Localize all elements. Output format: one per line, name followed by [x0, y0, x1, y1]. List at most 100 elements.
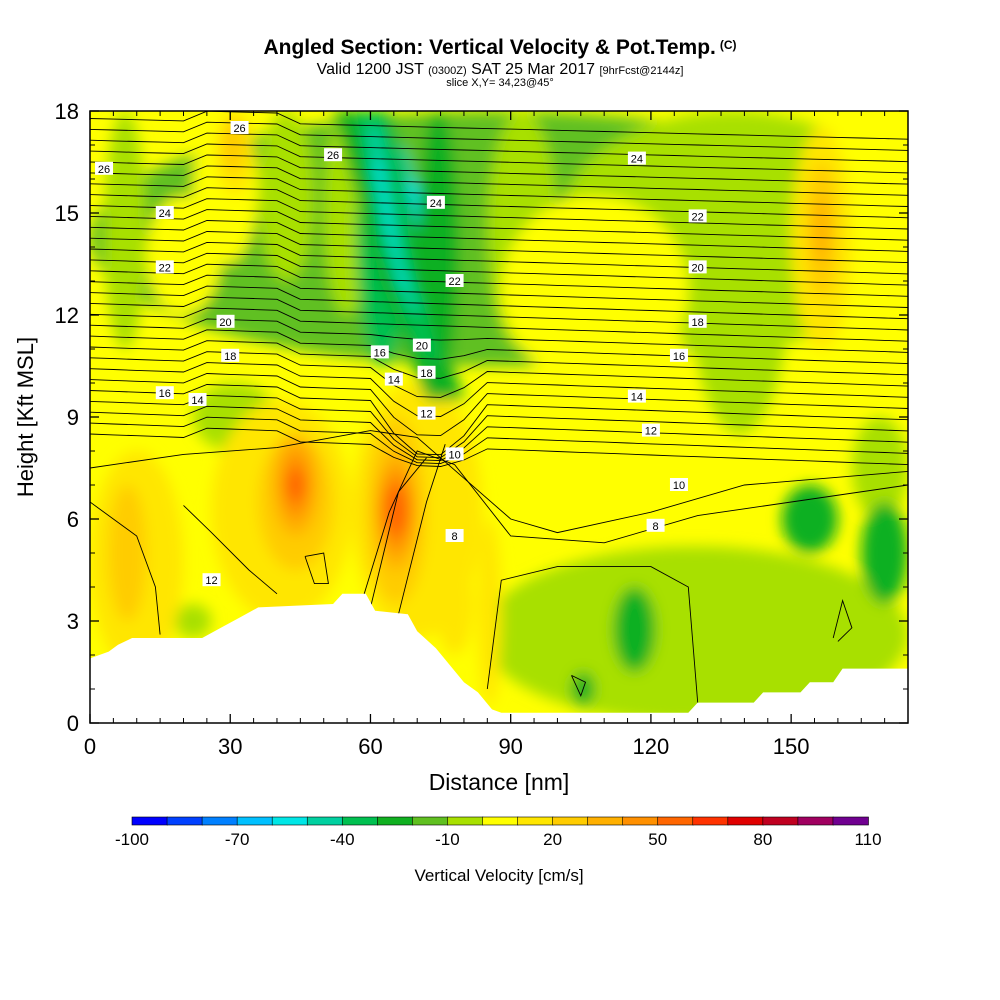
svg-text:8: 8	[653, 521, 659, 533]
contour-label: 14	[188, 393, 207, 407]
svg-text:26: 26	[98, 164, 110, 176]
chart-title: Angled Section: Vertical Velocity & Pot.…	[263, 36, 737, 59]
svg-text:18: 18	[692, 317, 704, 329]
contour-label: 14	[627, 389, 646, 404]
svg-text:14: 14	[631, 392, 643, 404]
contour-label: 16	[669, 348, 688, 363]
contour-label: 16	[155, 386, 174, 400]
contour-label: 10	[445, 447, 464, 461]
svg-text:12: 12	[205, 575, 217, 587]
colorbar-swatch	[412, 816, 449, 826]
colorbar-tick-label: -100	[115, 830, 149, 849]
contour-label: 16	[370, 345, 389, 359]
contour-label: 10	[669, 478, 688, 492]
y-tick-label: 9	[67, 405, 79, 430]
colorbar-swatch	[692, 816, 729, 826]
x-axis: 0 30 60 90 120 150	[84, 111, 886, 759]
colorbar-tick-label: -70	[225, 830, 250, 849]
svg-text:22: 22	[159, 262, 171, 274]
x-tick-label: 0	[84, 734, 96, 759]
terrain	[90, 593, 908, 723]
colorbar-swatch	[832, 816, 869, 826]
colorbar-swatch	[587, 816, 624, 826]
svg-text:24: 24	[631, 154, 643, 166]
y-axis: 0 3 6 9 12 15 18	[55, 99, 908, 736]
contour-label: 14	[384, 372, 403, 387]
svg-text:12: 12	[645, 426, 657, 438]
potential-temperature-contours	[90, 111, 908, 703]
x-tick-label: 150	[773, 734, 810, 759]
y-tick-label: 3	[67, 609, 79, 634]
contour-label: 12	[202, 573, 221, 587]
colorbar-swatch	[552, 816, 589, 826]
svg-text:8: 8	[452, 531, 458, 543]
contour-label: 18	[221, 348, 240, 363]
x-tick-label: 60	[358, 734, 382, 759]
y-tick-label: 15	[55, 201, 79, 226]
contour-label: 20	[412, 338, 431, 353]
svg-text:20: 20	[692, 262, 704, 274]
svg-text:20: 20	[219, 317, 231, 329]
x-axis-label: Distance [nm]	[429, 769, 570, 795]
y-axis-label: Height [Kft MSL]	[13, 337, 38, 497]
contour-label: 24	[627, 151, 646, 166]
contour-label: 18	[417, 365, 436, 380]
svg-text:18: 18	[224, 351, 236, 363]
colorbar-tick-label: -40	[330, 830, 355, 849]
colorbar-swatch	[236, 816, 273, 826]
colorbar-swatch	[622, 816, 659, 826]
contour-label: 26	[324, 148, 343, 162]
colorbar-tick-label: 80	[753, 830, 772, 849]
x-tick-label: 120	[633, 734, 670, 759]
colorbar-swatch	[201, 816, 238, 826]
chart-subtitle: Valid 1200 JST (0300Z) SAT 25 Mar 2017 […	[316, 61, 684, 78]
contour-label: 26	[95, 161, 114, 176]
slice-info: slice X,Y= 34,23@45°	[446, 77, 554, 89]
svg-text:26: 26	[233, 123, 245, 135]
svg-text:22: 22	[448, 276, 460, 288]
y-tick-label: 12	[55, 303, 79, 328]
contour-label: 18	[688, 314, 707, 329]
svg-text:24: 24	[430, 198, 442, 210]
svg-text:26: 26	[327, 150, 339, 162]
colorbar-tick-label: 50	[648, 830, 667, 849]
contour-label: 8	[646, 518, 665, 533]
colorbar-swatch	[447, 816, 484, 826]
svg-text:20: 20	[416, 341, 428, 353]
y-tick-label: 18	[55, 99, 79, 124]
colorbar-swatch	[306, 816, 344, 826]
colorbar-swatch	[517, 816, 554, 826]
contour-label: 22	[445, 274, 464, 288]
y-tick-label: 0	[67, 711, 79, 736]
svg-text:16: 16	[159, 388, 171, 400]
colorbar-swatch	[131, 816, 168, 826]
contour-label: 8	[445, 529, 464, 543]
colorbar-tick-label: 20	[543, 830, 562, 849]
y-tick-label: 6	[67, 507, 79, 532]
colorbar-tick-label: -10	[435, 830, 460, 849]
colorbar-swatch	[271, 816, 309, 826]
svg-text:10: 10	[673, 480, 685, 492]
colorbar-swatch	[377, 816, 414, 826]
colorbar-tick-label: 110	[854, 830, 881, 849]
contour-label: 12	[417, 406, 436, 421]
svg-text:16: 16	[673, 351, 685, 363]
colorbar-swatch	[657, 816, 694, 826]
colorbar: -100 -70 -40 -10 20 50 80 110	[115, 816, 882, 849]
svg-text:12: 12	[420, 409, 432, 421]
svg-text:14: 14	[191, 395, 203, 407]
contour-label: 12	[641, 423, 660, 438]
svg-text:14: 14	[388, 375, 400, 387]
contour-label: 22	[155, 260, 174, 274]
svg-text:24: 24	[159, 208, 171, 220]
x-tick-label: 90	[498, 734, 522, 759]
contour-label: 24	[426, 195, 445, 210]
colorbar-swatch	[166, 816, 203, 826]
svg-text:18: 18	[420, 368, 432, 380]
colorbar-label: Vertical Velocity [cm/s]	[414, 866, 583, 885]
svg-text:10: 10	[448, 449, 460, 461]
potential-temperature-labels: 26 26 26 24 24 24 22 22 22 20 20 20 18 18 18 16 16 16 14 14…	[95, 121, 707, 587]
contour-label: 24	[155, 206, 174, 220]
plot-area: 26 26 26 24 24 24 22 22 22 20 20 20 18 18 18 16 16 16 14 14…	[90, 111, 908, 723]
